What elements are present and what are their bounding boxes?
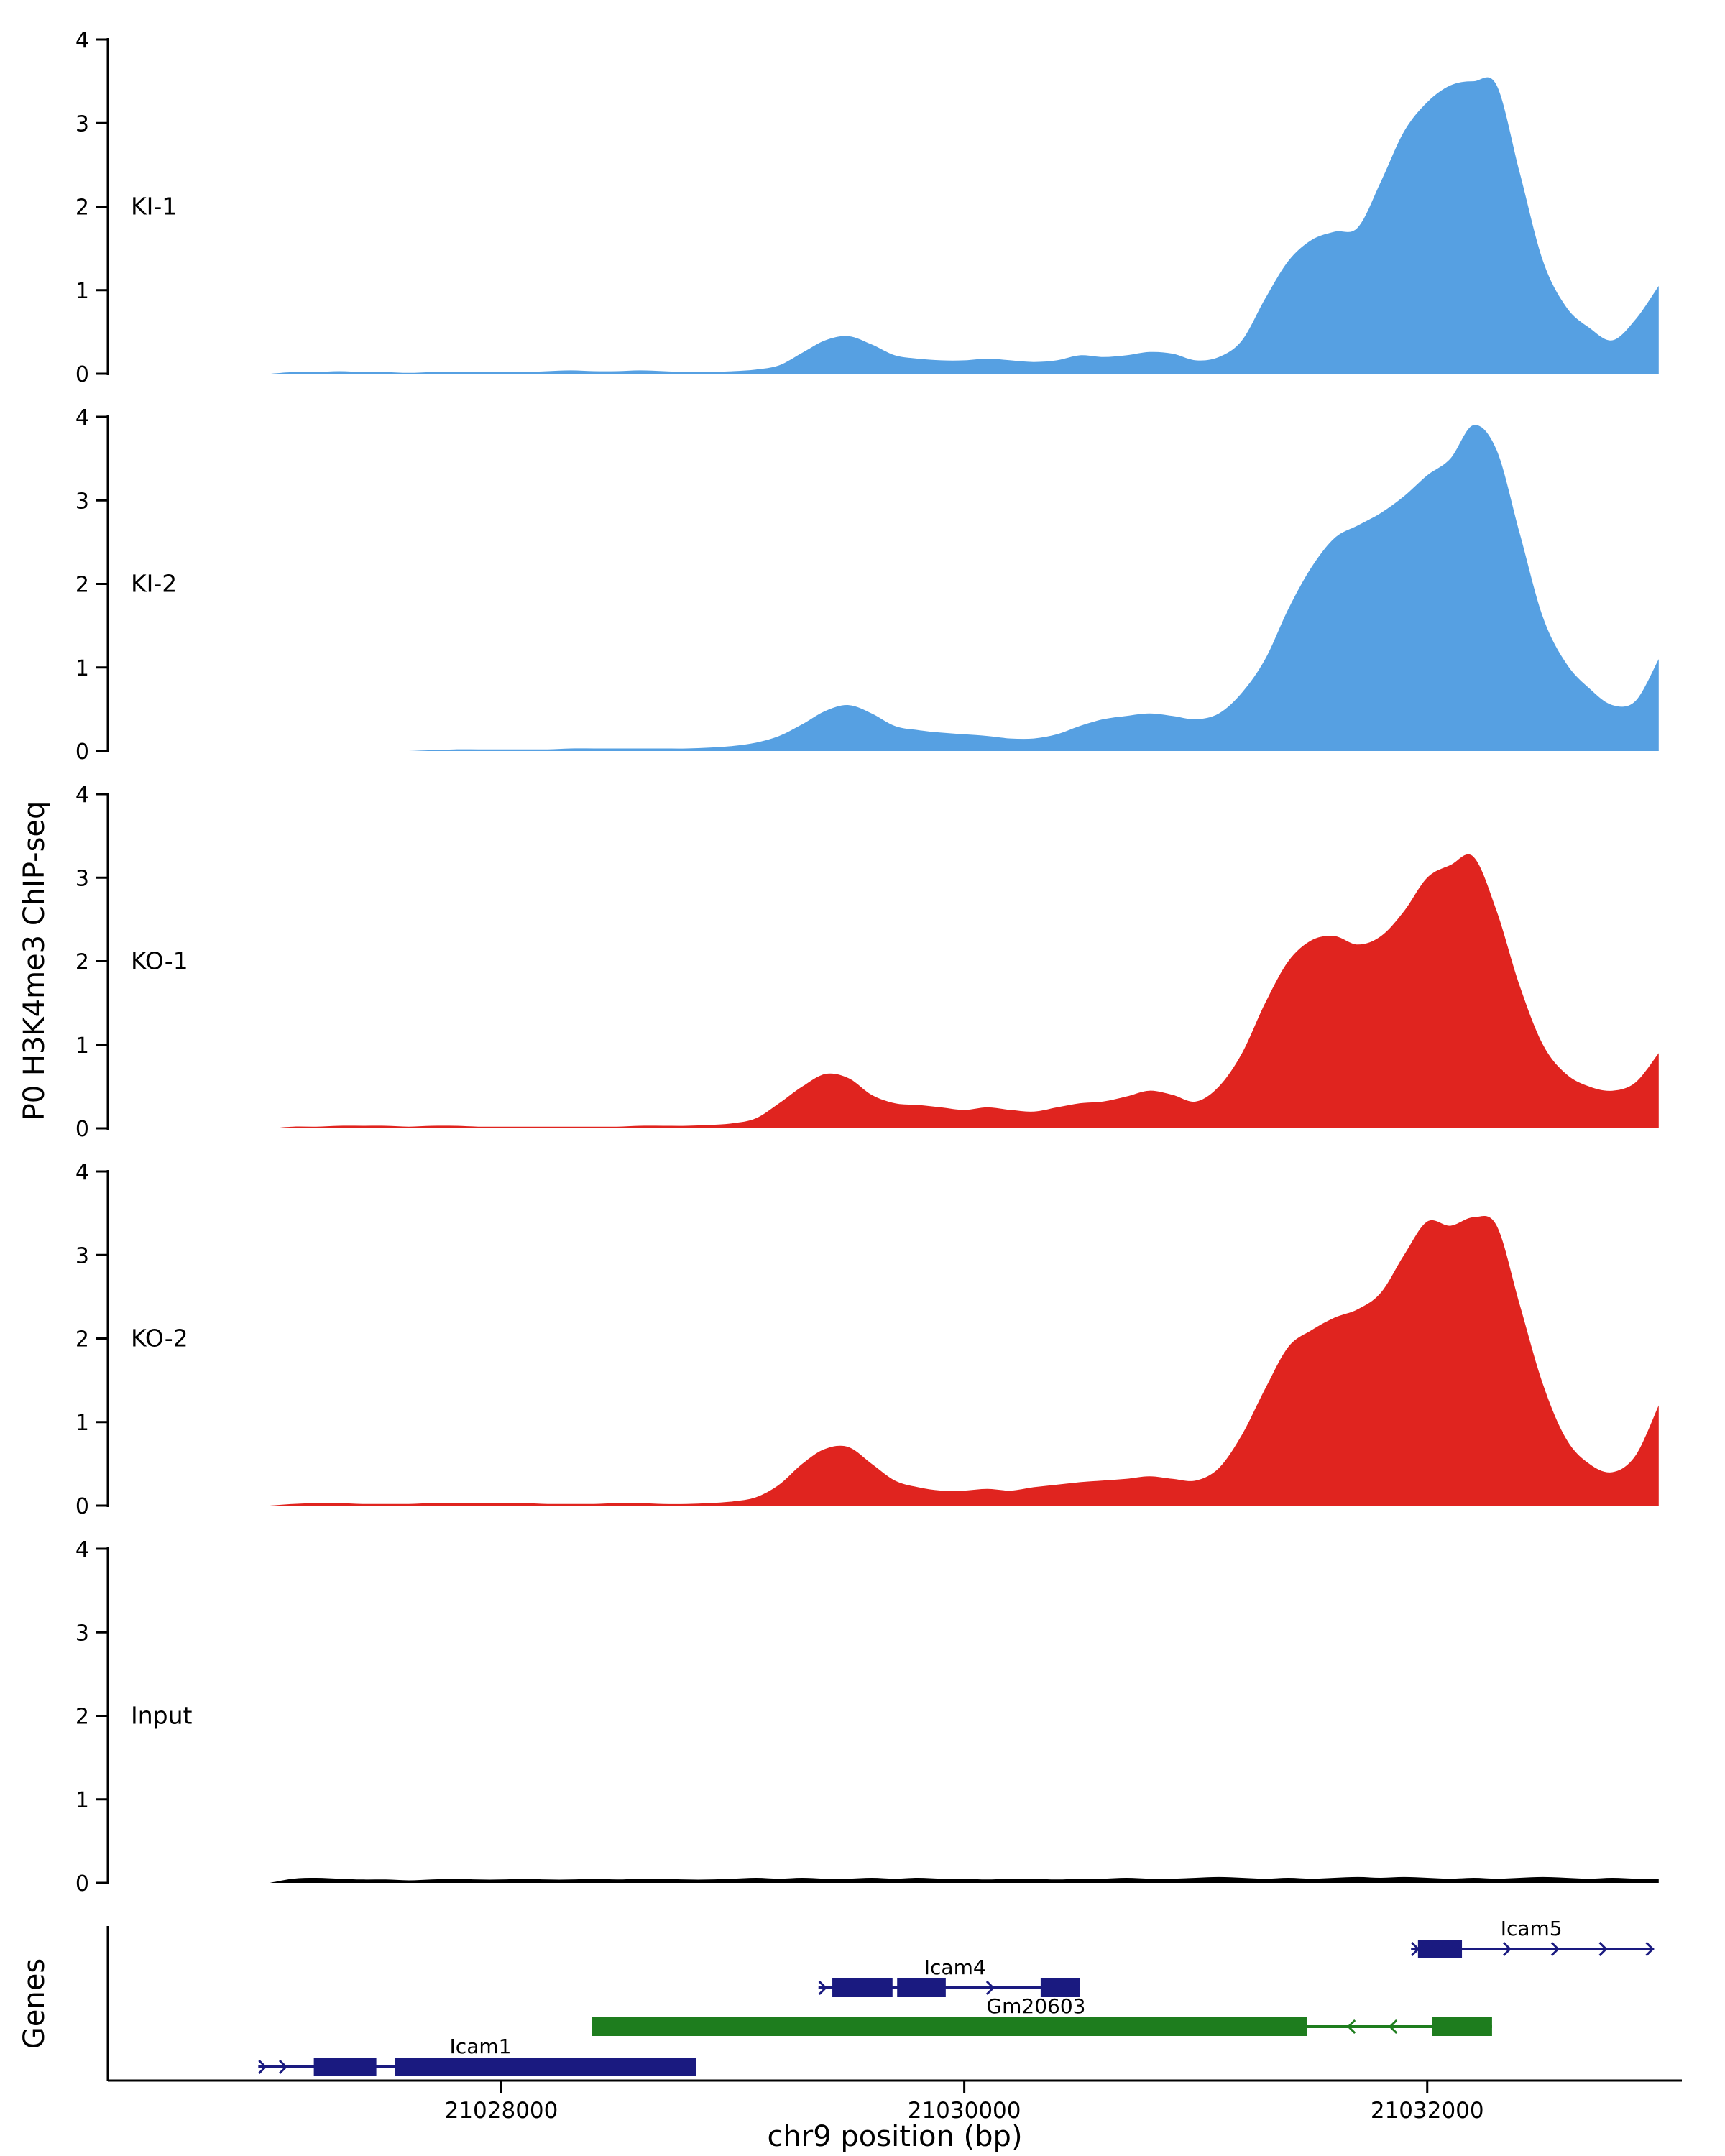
exon-box — [1432, 2017, 1492, 2036]
gene-label-Icam1: Icam1 — [450, 2035, 512, 2058]
strand-arrow-icon — [1389, 2019, 1398, 2035]
y-tick-label: 4 — [75, 28, 89, 53]
y-tick-label: 1 — [75, 1033, 89, 1059]
track-KI-1: 0 1 2 3 4 KI-1 — [75, 28, 1659, 387]
y-tick-label: 2 — [75, 1705, 89, 1730]
y-tick-label: 3 — [75, 111, 89, 137]
y-tick-label: 2 — [75, 573, 89, 598]
y-tick-label: 3 — [75, 1621, 89, 1646]
strand-arrow-icon — [1550, 1941, 1560, 1957]
strand-arrow-icon — [1502, 1941, 1512, 1957]
y-tick-label: 1 — [75, 279, 89, 304]
y-tick-label: 2 — [75, 950, 89, 975]
y-tick-label: 1 — [75, 1788, 89, 1813]
exon-box — [832, 1978, 893, 1997]
gene-Gm20603: Gm20603 — [592, 1994, 1492, 2036]
y-tick-label: 3 — [75, 489, 89, 514]
track-label-KI-1: KI-1 — [131, 193, 177, 221]
signal-area-KI-2 — [270, 425, 1659, 751]
y-tick-label: 2 — [75, 195, 89, 221]
y-tick-label: 3 — [75, 866, 89, 891]
exon-box — [897, 1978, 946, 1997]
track-label-KO-1: KO-1 — [131, 947, 188, 975]
signal-area-KO-1 — [270, 854, 1659, 1128]
y-tick-label: 0 — [75, 1117, 89, 1142]
gene-label-Gm20603: Gm20603 — [986, 1994, 1085, 2018]
gene-Icam5: Icam5 — [1411, 1917, 1655, 1958]
track-label-Input: Input — [131, 1702, 193, 1730]
strand-arrow-icon — [258, 2059, 267, 2075]
y-tick-label: 1 — [75, 1411, 89, 1436]
x-tick-label: 21032000 — [1371, 2098, 1484, 2124]
y-tick-label: 0 — [75, 362, 89, 387]
track-KO-2: 0 1 2 3 4 KO-2 — [75, 1160, 1659, 1519]
track-label-KO-2: KO-2 — [131, 1325, 188, 1353]
y-tick-label: 0 — [75, 740, 89, 765]
exon-box — [395, 2058, 696, 2076]
y-tick-label: 4 — [75, 1537, 89, 1562]
track-KI-2: 0 1 2 3 4 KI-2 — [75, 405, 1659, 765]
x-tick-label: 21030000 — [908, 2098, 1021, 2124]
y-tick-label: 0 — [75, 1871, 89, 1897]
strand-arrow-icon — [985, 1980, 995, 1996]
exon-box — [1040, 1978, 1080, 1997]
strand-arrow-icon — [818, 1980, 827, 1996]
y-tick-label: 3 — [75, 1243, 89, 1268]
track-KO-1: 0 1 2 3 4 KO-1 — [75, 783, 1659, 1142]
strand-arrow-icon — [1645, 1941, 1655, 1957]
x-axis-title: chr9 position (bp) — [767, 2120, 1023, 2153]
y-axis-title: P0 H3K4me3 ChIP-seq — [18, 801, 51, 1121]
exon-box — [1417, 1940, 1463, 1958]
strand-arrow-icon — [1347, 2019, 1356, 2035]
strand-arrow-icon — [278, 2059, 288, 2075]
exon-box — [592, 2017, 1307, 2036]
gene-label-Icam5: Icam5 — [1501, 1917, 1563, 1940]
signal-area-KO-2 — [270, 1216, 1659, 1506]
exon-box — [313, 2058, 377, 2076]
y-tick-label: 1 — [75, 656, 89, 681]
y-tick-label: 2 — [75, 1327, 89, 1353]
gene-Icam1: Icam1 — [258, 2035, 696, 2076]
y-tick-label: 4 — [75, 405, 89, 430]
track-Input: 0 1 2 3 4 Input — [75, 1537, 1659, 1897]
y-tick-label: 4 — [75, 1160, 89, 1185]
x-tick-label: 21028000 — [445, 2098, 558, 2124]
signal-area-KI-1 — [270, 77, 1659, 374]
strand-arrow-icon — [1598, 1941, 1608, 1957]
gene-label-Icam4: Icam4 — [924, 1955, 986, 1979]
gene-Icam4: Icam4 — [818, 1955, 1080, 1997]
signal-area-Input — [270, 1876, 1659, 1883]
y-tick-label: 0 — [75, 1494, 89, 1519]
y-tick-label: 4 — [75, 783, 89, 808]
genes-axis-title: Genes — [18, 1958, 51, 2050]
track-label-KI-2: KI-2 — [131, 570, 177, 598]
strand-arrow-icon — [1411, 1941, 1420, 1957]
